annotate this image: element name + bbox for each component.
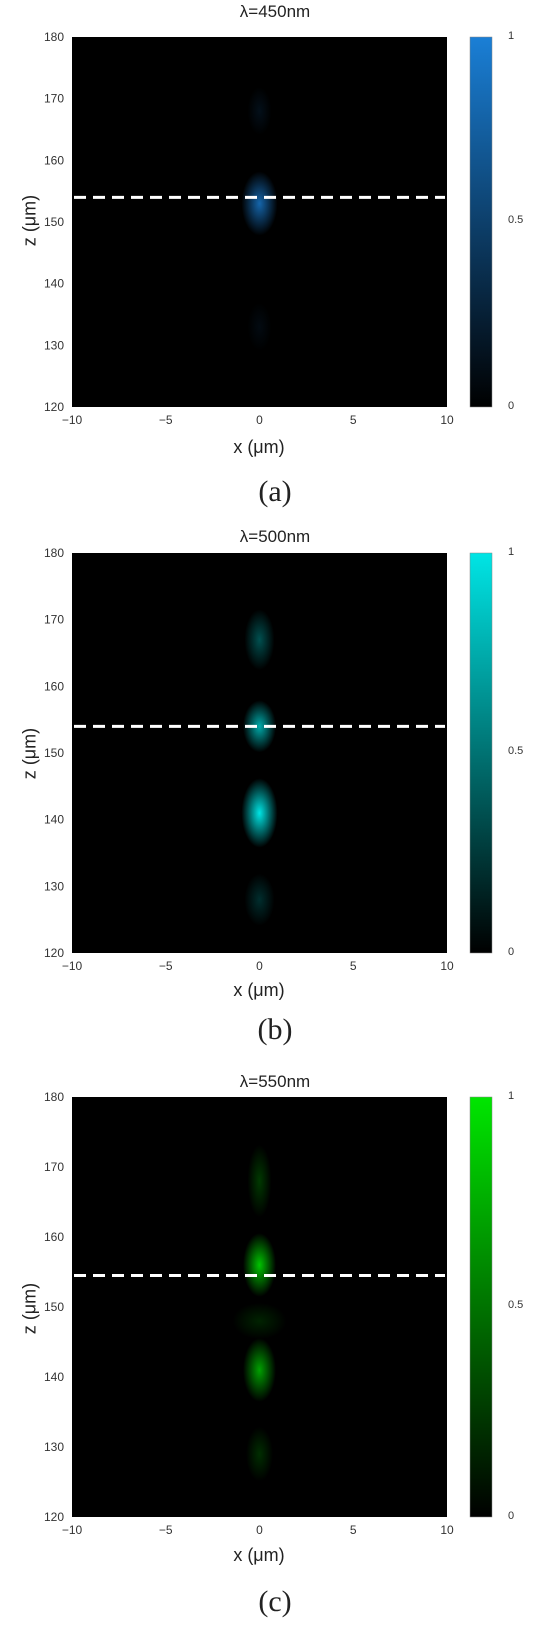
intensity-hotspot bbox=[247, 302, 272, 351]
panel-a: λ=450nm 180 170 160 150 140 130 120 −10 −5 0 5 10 1… bbox=[0, 0, 550, 525]
y-tick-label: 180 bbox=[44, 546, 64, 560]
x-axis-label: x (μm) bbox=[233, 1545, 285, 1565]
y-tick-label: 140 bbox=[44, 277, 64, 291]
x-tick-label: 5 bbox=[350, 959, 357, 973]
intensity-hotspot bbox=[244, 873, 275, 926]
x-tick-label: −5 bbox=[159, 413, 173, 427]
y-tick-label: 120 bbox=[44, 400, 64, 414]
colorbar-tick-bottom: 0 bbox=[508, 400, 515, 412]
y-tick-label: 180 bbox=[44, 30, 64, 44]
panel-b: λ=500nm 180 170 160 150 140 130 120 −10 −5 0 5 10 1… bbox=[0, 525, 550, 1070]
y-tick-label: 160 bbox=[44, 153, 64, 167]
x-tick-label: 5 bbox=[350, 413, 357, 427]
panel-title: λ=450nm bbox=[239, 2, 311, 21]
y-tick-label: 140 bbox=[44, 813, 64, 827]
y-tick-label: 130 bbox=[44, 338, 64, 352]
y-tick-label: 130 bbox=[44, 879, 64, 893]
colorbar-tick-top: 1 bbox=[508, 546, 515, 558]
y-tick-label: 170 bbox=[44, 92, 64, 106]
intensity-hotspot bbox=[243, 700, 276, 753]
colorbar-gradient bbox=[469, 36, 493, 408]
x-tick-label: −5 bbox=[159, 1523, 173, 1537]
x-tick-label: 10 bbox=[440, 1523, 454, 1537]
y-tick-label: 160 bbox=[44, 1230, 64, 1244]
intensity-hotspot bbox=[244, 609, 275, 670]
colorbar-tick-bottom: 0 bbox=[508, 946, 515, 958]
colorbar-tick-top: 1 bbox=[508, 1090, 515, 1102]
y-tick-label: 160 bbox=[44, 679, 64, 693]
y-axis-label: z (μm) bbox=[19, 727, 40, 780]
intensity-hotspot bbox=[232, 1302, 287, 1340]
panel-sublabel: (a) bbox=[258, 475, 292, 508]
y-axis-label: z (μm) bbox=[19, 194, 40, 247]
colorbar-a bbox=[469, 36, 493, 408]
x-tick-label: 0 bbox=[256, 413, 263, 427]
y-tick-label: 120 bbox=[44, 1510, 64, 1524]
colorbar-gradient bbox=[469, 552, 493, 954]
y-axis-label: z (μm) bbox=[19, 1282, 40, 1335]
heatmap-plot-a: 180 170 160 150 140 130 120−10 −5 0 5 10 bbox=[44, 30, 454, 427]
panel-title: λ=500nm bbox=[239, 527, 311, 546]
intensity-hotspot bbox=[246, 1426, 273, 1482]
colorbar-tick-mid: 0.5 bbox=[508, 745, 524, 757]
x-tick-label: 5 bbox=[350, 1523, 357, 1537]
y-tick-label: 140 bbox=[44, 1370, 64, 1384]
x-tick-label: −5 bbox=[159, 959, 173, 973]
panel-title: λ=550nm bbox=[239, 1072, 311, 1091]
intensity-hotspot bbox=[247, 86, 272, 136]
x-tick-label: −10 bbox=[62, 413, 83, 427]
intensity-hotspot bbox=[241, 778, 278, 848]
colorbar-tick-mid: 0.5 bbox=[508, 214, 524, 226]
x-axis-label: x (μm) bbox=[233, 437, 285, 457]
y-tick-label: 180 bbox=[44, 1090, 64, 1104]
y-tick-label: 150 bbox=[44, 1300, 64, 1314]
x-tick-label: −10 bbox=[62, 1523, 83, 1537]
panel-sublabel: (c) bbox=[258, 1585, 292, 1618]
x-tick-label: 0 bbox=[256, 959, 263, 973]
intensity-hotspot bbox=[241, 171, 278, 236]
panel-sublabel: (b) bbox=[257, 1013, 293, 1046]
x-tick-label: 10 bbox=[440, 959, 454, 973]
intensity-hotspot bbox=[243, 1338, 276, 1402]
colorbar-tick-bottom: 0 bbox=[508, 1510, 515, 1522]
colorbar-gradient bbox=[469, 1096, 493, 1518]
y-tick-label: 170 bbox=[44, 1160, 64, 1174]
colorbar-tick-top: 1 bbox=[508, 30, 515, 42]
x-tick-label: 10 bbox=[440, 413, 454, 427]
y-tick-label: 150 bbox=[44, 215, 64, 229]
intensity-hotspot bbox=[247, 1144, 272, 1218]
colorbar-b bbox=[469, 552, 493, 954]
colorbar-c bbox=[469, 1096, 493, 1518]
heatmap-plot-c: 180 170 160 150 140 130 120−10 −5 0 5 10 bbox=[44, 1090, 454, 1537]
x-axis-label: x (μm) bbox=[233, 980, 285, 1000]
colorbar-tick-mid: 0.5 bbox=[508, 1299, 524, 1311]
x-tick-label: 0 bbox=[256, 1523, 263, 1537]
x-tick-label: −10 bbox=[62, 959, 83, 973]
y-tick-label: 130 bbox=[44, 1440, 64, 1454]
y-tick-label: 170 bbox=[44, 613, 64, 627]
heatmap-plot-b: 180 170 160 150 140 130 120−10 −5 0 5 10 bbox=[44, 546, 454, 973]
intensity-hotspot bbox=[243, 1233, 276, 1297]
y-tick-label: 120 bbox=[44, 946, 64, 960]
y-tick-label: 150 bbox=[44, 746, 64, 760]
panel-c: λ=550nm 180 170 160 150 140 130 120 −10 −5 0 5 10 1… bbox=[0, 1070, 550, 1639]
